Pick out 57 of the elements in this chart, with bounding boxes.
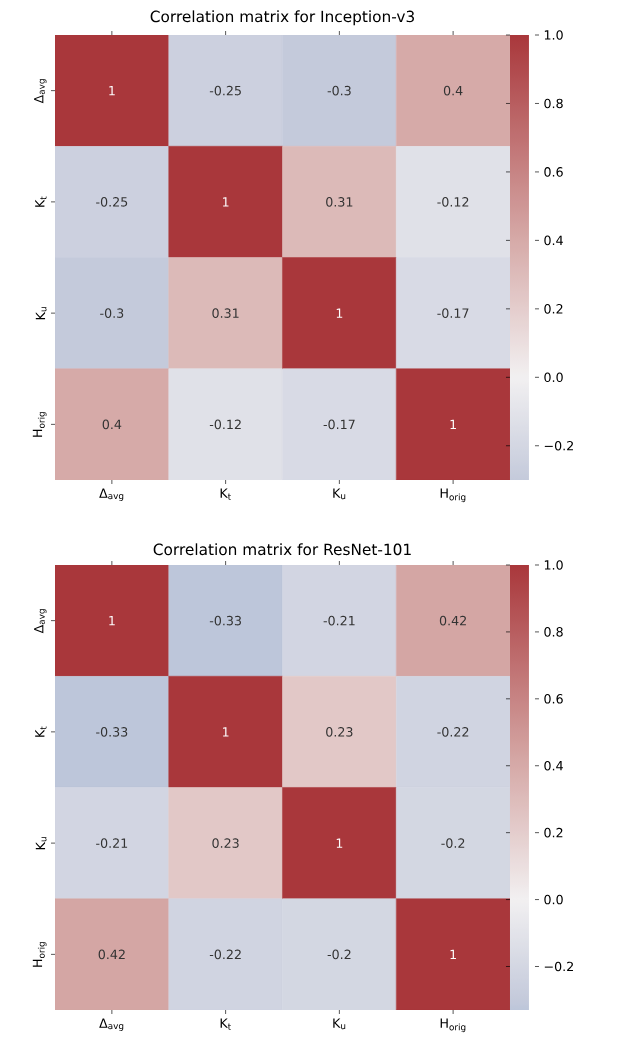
color-bar-label: 0.4 [544,235,563,246]
data-label: -0.21 [323,615,355,626]
chart-title: Correlation matrix for ResNet-101 [153,543,411,556]
data-label: -0.12 [209,419,241,430]
data-label: -0.22 [209,949,241,960]
data-label: -0.25 [96,197,128,207]
data-label: -0.2 [441,838,465,848]
color-bar-label: 1.0 [544,560,563,570]
y-tick-label: K$_{t}$ [35,196,47,207]
data-label: 1 [336,838,343,848]
data-label: 0.31 [212,308,239,318]
color-bar-label: 0.0 [544,894,563,905]
data-label: 1 [450,949,456,959]
y-tick-label: Δ$_{avg}$ [34,79,47,104]
color-bar-label: 0.4 [544,760,563,771]
data-label: 1 [222,197,229,207]
x-tick-label: K$_{u}$ [333,488,346,500]
y-tick-label: Δ$_{avg}$ [34,609,47,634]
x-tick-label: H$_{orig}$ [440,1018,466,1033]
color-bar-label: 0.8 [544,627,563,637]
x-tick-label: K$_{u}$ [333,1018,346,1030]
color-bar-label: −0.2 [544,961,573,972]
x-tick-label: K$_{t}$ [220,488,231,500]
data-label: 1 [109,86,115,96]
chart-title: Correlation matrix for Inception-v3 [150,10,414,26]
x-tick-label: Δ$_{avg}$ [99,1018,124,1031]
data-label: -0.21 [96,838,128,848]
y-tick-label: H$_{orig}$ [32,412,47,437]
color-bar-label: 0.2 [544,827,563,838]
color-bar-label: 0.0 [544,372,563,383]
y-tick-label: K$_{u}$ [35,837,47,850]
x-tick-label: K$_{t}$ [220,1018,231,1030]
color-bar-label: 0.6 [544,167,563,177]
data-label: 1 [450,419,456,429]
color-bar-label: 0.6 [544,694,563,704]
data-label: -0.33 [96,727,128,737]
data-label: -0.12 [437,197,469,207]
data-label: 0.31 [326,197,353,207]
y-tick-label: K$_{t}$ [35,726,47,737]
data-label: 0.42 [98,949,125,960]
data-label: -0.17 [437,308,469,318]
data-label: 0.4 [102,419,122,430]
y-tick-label: H$_{orig}$ [32,942,47,967]
data-label: 1 [336,308,343,318]
data-label: -0.22 [437,727,469,737]
data-label: 1 [222,727,229,737]
data-label: -0.3 [100,308,124,318]
x-tick-label: Δ$_{avg}$ [99,488,124,501]
data-label: 0.23 [212,838,239,848]
color-bar-label: 0.8 [544,98,563,109]
data-label: 0.23 [326,727,353,737]
x-tick-label: H$_{orig}$ [440,488,466,503]
color-bar-label: −0.2 [544,440,573,451]
data-label: 1 [109,616,115,626]
color-bar-label: 1.0 [544,30,563,40]
y-tick-label: K$_{u}$ [35,307,47,320]
color-bar-label: 0.2 [544,304,563,314]
